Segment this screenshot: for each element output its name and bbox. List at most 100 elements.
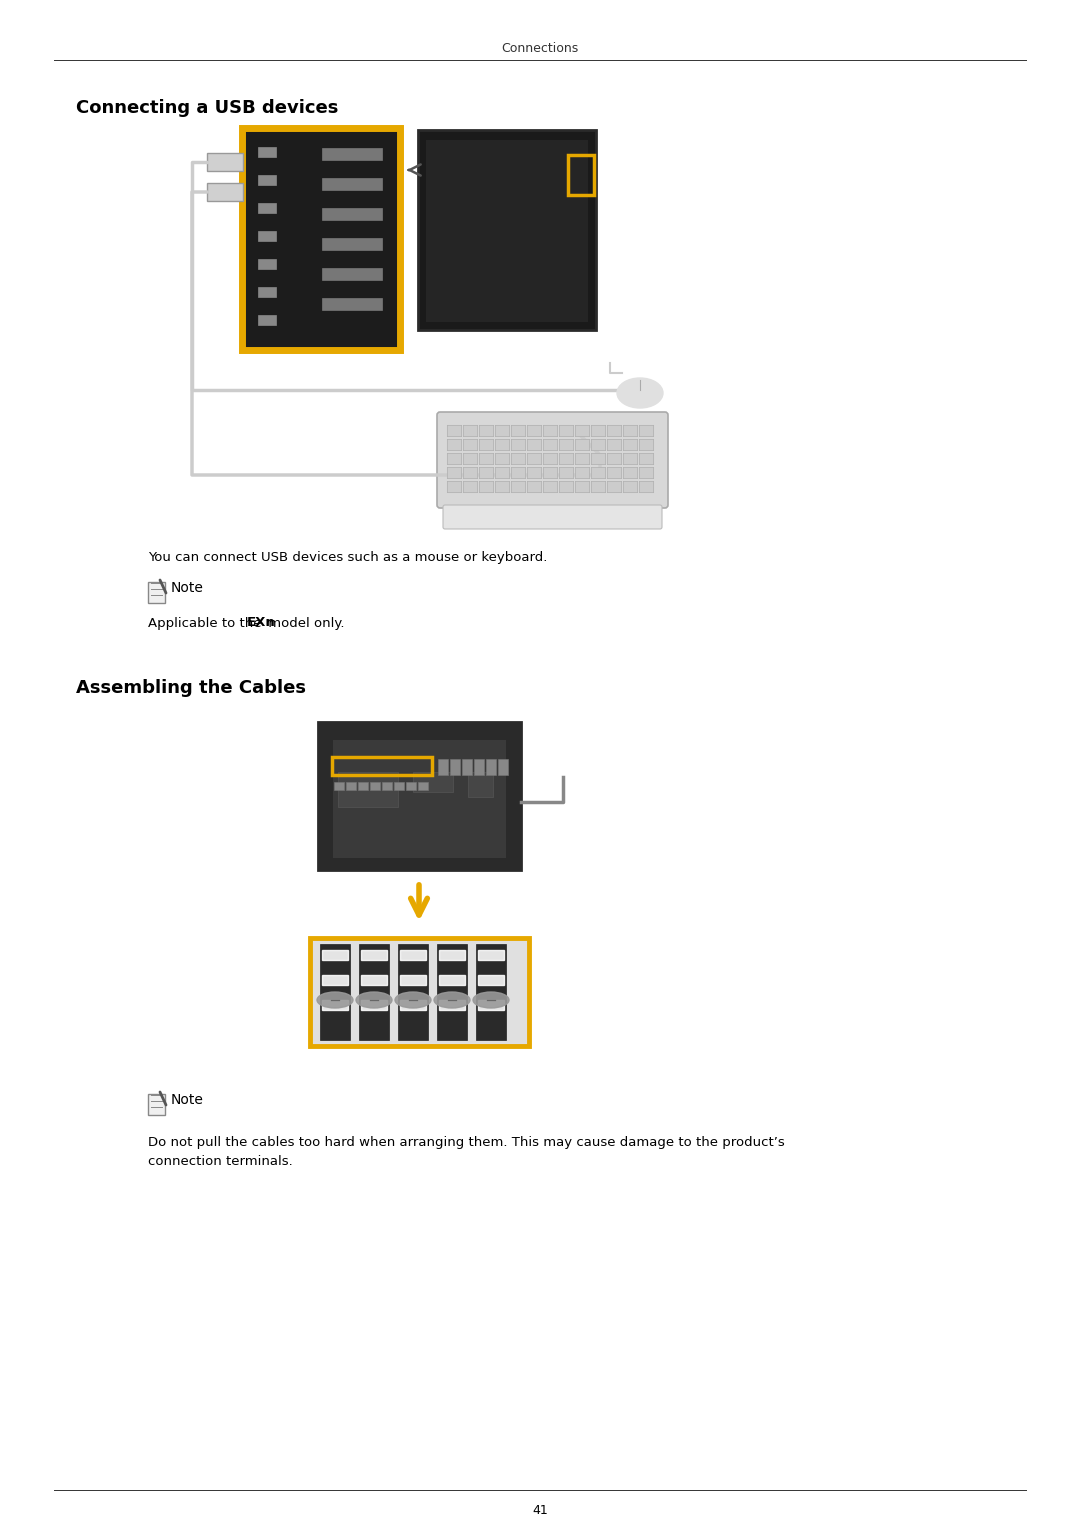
FancyBboxPatch shape bbox=[543, 467, 557, 479]
FancyBboxPatch shape bbox=[258, 260, 276, 269]
FancyBboxPatch shape bbox=[623, 454, 638, 464]
FancyBboxPatch shape bbox=[591, 481, 606, 493]
FancyBboxPatch shape bbox=[559, 454, 573, 464]
FancyBboxPatch shape bbox=[576, 467, 590, 479]
Text: Note: Note bbox=[171, 580, 204, 596]
FancyBboxPatch shape bbox=[639, 425, 653, 437]
FancyBboxPatch shape bbox=[639, 467, 653, 479]
Text: Connections: Connections bbox=[501, 41, 579, 55]
Polygon shape bbox=[478, 976, 504, 985]
FancyBboxPatch shape bbox=[511, 425, 526, 437]
FancyBboxPatch shape bbox=[322, 269, 382, 279]
FancyBboxPatch shape bbox=[639, 481, 653, 493]
Text: Note: Note bbox=[171, 1093, 204, 1107]
Polygon shape bbox=[400, 976, 426, 985]
FancyBboxPatch shape bbox=[447, 425, 462, 437]
Text: model only.: model only. bbox=[264, 617, 345, 629]
FancyBboxPatch shape bbox=[468, 773, 492, 797]
Text: 41: 41 bbox=[532, 1504, 548, 1516]
FancyBboxPatch shape bbox=[591, 454, 606, 464]
FancyBboxPatch shape bbox=[559, 467, 573, 479]
FancyBboxPatch shape bbox=[511, 467, 526, 479]
Polygon shape bbox=[478, 950, 504, 960]
FancyBboxPatch shape bbox=[447, 454, 462, 464]
FancyBboxPatch shape bbox=[437, 944, 467, 1040]
FancyBboxPatch shape bbox=[406, 782, 416, 789]
FancyBboxPatch shape bbox=[394, 782, 404, 789]
FancyBboxPatch shape bbox=[320, 944, 350, 1040]
Ellipse shape bbox=[473, 993, 509, 1008]
FancyBboxPatch shape bbox=[242, 128, 400, 350]
FancyBboxPatch shape bbox=[463, 425, 477, 437]
FancyBboxPatch shape bbox=[258, 176, 276, 185]
Polygon shape bbox=[361, 976, 387, 985]
FancyBboxPatch shape bbox=[333, 741, 507, 858]
FancyBboxPatch shape bbox=[359, 944, 389, 1040]
FancyBboxPatch shape bbox=[498, 759, 508, 776]
FancyBboxPatch shape bbox=[463, 440, 477, 450]
FancyBboxPatch shape bbox=[543, 440, 557, 450]
FancyBboxPatch shape bbox=[476, 944, 507, 1040]
Ellipse shape bbox=[395, 993, 431, 1008]
FancyBboxPatch shape bbox=[463, 467, 477, 479]
FancyBboxPatch shape bbox=[543, 454, 557, 464]
FancyBboxPatch shape bbox=[370, 782, 380, 789]
FancyBboxPatch shape bbox=[258, 203, 276, 212]
Polygon shape bbox=[361, 950, 387, 960]
FancyBboxPatch shape bbox=[418, 130, 596, 330]
Text: Connecting a USB devices: Connecting a USB devices bbox=[76, 99, 338, 118]
Ellipse shape bbox=[356, 993, 392, 1008]
FancyBboxPatch shape bbox=[447, 440, 462, 450]
FancyBboxPatch shape bbox=[576, 454, 590, 464]
Polygon shape bbox=[322, 1000, 348, 1009]
Polygon shape bbox=[478, 1000, 504, 1009]
FancyBboxPatch shape bbox=[496, 481, 510, 493]
Text: EXn: EXn bbox=[246, 617, 275, 629]
FancyBboxPatch shape bbox=[258, 147, 276, 157]
FancyBboxPatch shape bbox=[559, 425, 573, 437]
FancyBboxPatch shape bbox=[496, 425, 510, 437]
Polygon shape bbox=[361, 1000, 387, 1009]
FancyBboxPatch shape bbox=[607, 467, 622, 479]
Polygon shape bbox=[322, 976, 348, 985]
FancyBboxPatch shape bbox=[450, 759, 460, 776]
Polygon shape bbox=[400, 950, 426, 960]
FancyBboxPatch shape bbox=[447, 481, 462, 493]
FancyBboxPatch shape bbox=[322, 179, 382, 189]
FancyBboxPatch shape bbox=[511, 440, 526, 450]
FancyBboxPatch shape bbox=[576, 481, 590, 493]
FancyBboxPatch shape bbox=[486, 759, 496, 776]
Ellipse shape bbox=[318, 993, 353, 1008]
FancyBboxPatch shape bbox=[322, 298, 382, 310]
Polygon shape bbox=[400, 1000, 426, 1009]
FancyBboxPatch shape bbox=[148, 1093, 165, 1115]
FancyBboxPatch shape bbox=[496, 440, 510, 450]
FancyBboxPatch shape bbox=[480, 467, 494, 479]
FancyBboxPatch shape bbox=[322, 208, 382, 220]
FancyBboxPatch shape bbox=[480, 425, 494, 437]
FancyBboxPatch shape bbox=[607, 425, 622, 437]
FancyBboxPatch shape bbox=[607, 481, 622, 493]
FancyBboxPatch shape bbox=[437, 412, 669, 508]
FancyBboxPatch shape bbox=[527, 467, 542, 479]
FancyBboxPatch shape bbox=[511, 481, 526, 493]
FancyBboxPatch shape bbox=[576, 425, 590, 437]
Polygon shape bbox=[438, 1000, 465, 1009]
FancyBboxPatch shape bbox=[480, 481, 494, 493]
FancyBboxPatch shape bbox=[559, 481, 573, 493]
FancyBboxPatch shape bbox=[413, 773, 453, 793]
Text: Applicable to the: Applicable to the bbox=[148, 617, 266, 629]
FancyBboxPatch shape bbox=[258, 315, 276, 325]
FancyBboxPatch shape bbox=[543, 481, 557, 493]
FancyBboxPatch shape bbox=[207, 183, 243, 202]
FancyBboxPatch shape bbox=[527, 425, 542, 437]
FancyBboxPatch shape bbox=[543, 425, 557, 437]
FancyBboxPatch shape bbox=[527, 440, 542, 450]
Polygon shape bbox=[438, 976, 465, 985]
FancyBboxPatch shape bbox=[576, 440, 590, 450]
FancyBboxPatch shape bbox=[591, 425, 606, 437]
FancyBboxPatch shape bbox=[607, 440, 622, 450]
FancyBboxPatch shape bbox=[496, 467, 510, 479]
FancyBboxPatch shape bbox=[148, 582, 165, 603]
FancyBboxPatch shape bbox=[607, 454, 622, 464]
